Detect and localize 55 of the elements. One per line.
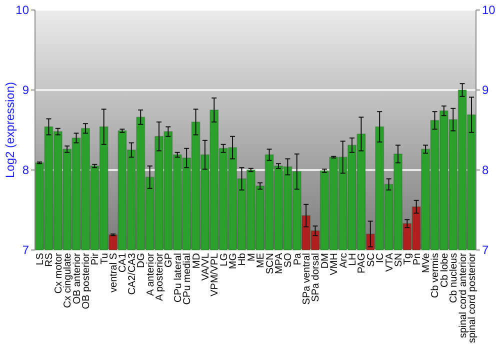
- x-tick-label: DM: [320, 253, 331, 269]
- x-tick-label: MPA: [274, 252, 285, 274]
- x-tick-label: RS: [44, 252, 56, 267]
- x-tick-label: VMH: [329, 253, 340, 276]
- x-tick-label: OB posterior: [80, 252, 92, 310]
- y2-tick-label: 8: [482, 163, 489, 178]
- x-tick-label: Cx motor: [53, 252, 64, 294]
- x-tick-label: Pir: [90, 252, 102, 266]
- x-tick-label: Hb: [237, 252, 248, 266]
- x-tick-label: Tg: [402, 253, 414, 265]
- x-tick-label: Cb vermis: [430, 253, 442, 298]
- x-tick-label: VTA: [384, 252, 396, 272]
- x-tick-label: VPM/VPL: [210, 252, 221, 296]
- x-tick-label: SC: [366, 253, 377, 267]
- x-tick-label: LS: [35, 252, 46, 266]
- x-tick-label: CA1: [118, 252, 129, 272]
- x-tick-label: ventral S: [108, 252, 120, 292]
- x-tick-label: Cb nucleus: [448, 253, 460, 304]
- x-tick-label: PAG: [356, 252, 368, 274]
- x-tick-label: Cx cingulate: [62, 252, 74, 308]
- x-tick-label: LH: [348, 253, 359, 266]
- x-tick-label: CA2/CA3: [126, 252, 138, 295]
- x-tick-label: spinal cord posterior: [466, 252, 478, 344]
- y-tick-label: 7: [22, 243, 30, 258]
- y2-tick-label: 9: [482, 83, 489, 98]
- y-tick-label: 8: [22, 163, 30, 178]
- x-tick-label: CPu lateral: [172, 253, 184, 302]
- y2-tick-label: 7: [482, 243, 489, 258]
- x-tick-label: A anterior: [145, 252, 156, 296]
- x-tick-label: SPa dorsal: [310, 253, 322, 302]
- x-tick-label: CPu medial: [182, 253, 194, 305]
- y-tick-label: 9: [22, 83, 30, 98]
- y-axis-title: Log2 (expression): [3, 82, 18, 178]
- x-tick-label: GP: [164, 252, 175, 268]
- x-tick-label: spinal cord anterior: [458, 252, 469, 338]
- x-tick-label: SO: [283, 252, 294, 268]
- x-tick-label: Pa: [292, 252, 304, 266]
- x-tick-label: Pn: [412, 253, 423, 266]
- x-tick-label: SN: [393, 253, 404, 267]
- x-tick-label: Cb lobe: [439, 252, 450, 288]
- y-tick-label: 10: [16, 3, 30, 18]
- x-tick-label: Tu: [99, 253, 110, 264]
- x-tick-label: Arc: [338, 253, 350, 268]
- x-tick-label: A posterior: [154, 252, 166, 301]
- x-tick-label: MD: [191, 253, 202, 269]
- x-tick-label: ME: [256, 252, 267, 268]
- x-tick-label: M: [246, 253, 258, 262]
- x-tick-label: LG: [218, 252, 230, 266]
- y2-tick-label: 10: [482, 3, 496, 18]
- x-tick-label: IC: [375, 253, 386, 263]
- x-tick-label: MVe: [421, 252, 432, 274]
- x-tick-label: OB anterior: [72, 252, 83, 304]
- x-tick-label: VA/VL: [200, 252, 212, 281]
- x-tick-label: SCN: [264, 253, 276, 274]
- x-tick-label: DG: [136, 252, 148, 268]
